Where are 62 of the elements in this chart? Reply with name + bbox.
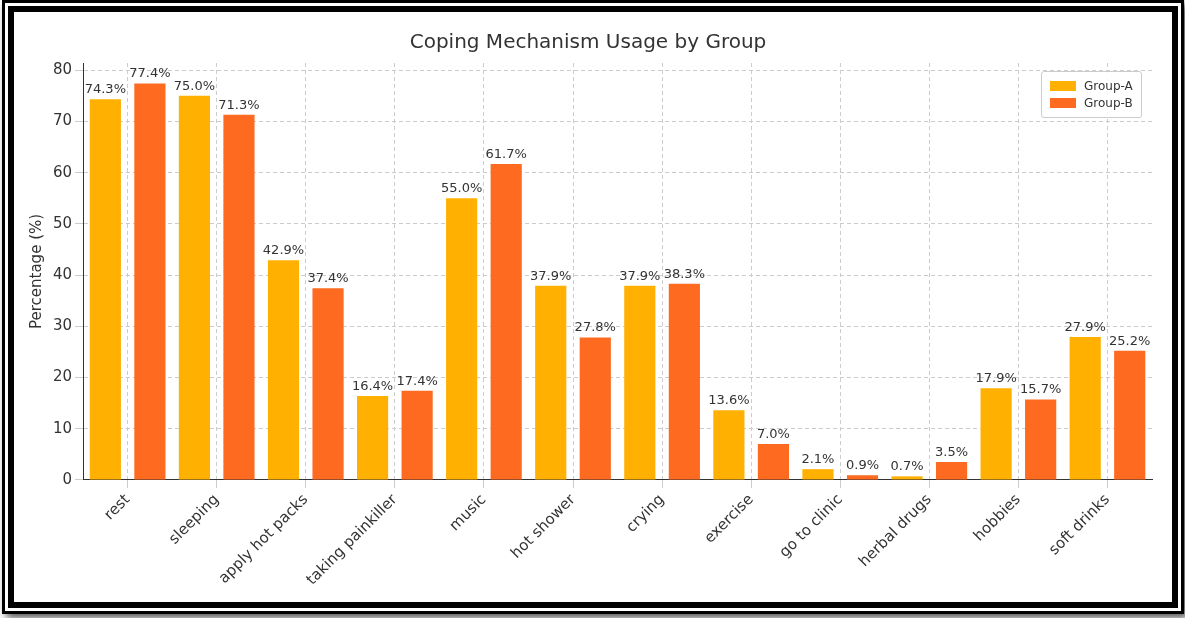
bar bbox=[802, 469, 834, 480]
bar bbox=[713, 410, 745, 480]
data-label: 77.4% bbox=[129, 65, 171, 81]
legend-label: Group-B bbox=[1084, 96, 1133, 110]
bar bbox=[312, 288, 344, 480]
data-label: 16.4% bbox=[351, 377, 394, 393]
bar bbox=[980, 388, 1012, 480]
y-tick-label: 70 bbox=[52, 111, 73, 130]
data-label: 38.3% bbox=[663, 265, 706, 281]
bar bbox=[535, 285, 567, 480]
bar bbox=[624, 285, 656, 480]
bar bbox=[89, 99, 121, 480]
y-tick-label: 80 bbox=[52, 60, 73, 79]
y-tick-label: 0 bbox=[62, 469, 73, 488]
data-label: 3.5% bbox=[935, 443, 969, 459]
x-tick-label: rest bbox=[100, 490, 134, 524]
data-label: 0.7% bbox=[890, 458, 924, 474]
data-label: 74.3% bbox=[84, 81, 127, 97]
bar bbox=[1025, 399, 1057, 480]
data-label: 61.7% bbox=[485, 145, 527, 161]
data-label: 42.9% bbox=[262, 242, 305, 258]
bar bbox=[1114, 350, 1146, 480]
bar bbox=[357, 395, 389, 480]
y-tick-label: 50 bbox=[52, 213, 73, 232]
legend-label: Group-A bbox=[1084, 79, 1133, 93]
bar bbox=[935, 462, 968, 480]
bar bbox=[579, 337, 611, 480]
data-label: 25.2% bbox=[1109, 332, 1151, 348]
bar bbox=[178, 95, 211, 480]
bar bbox=[891, 476, 923, 480]
data-label: 15.7% bbox=[1020, 381, 1062, 397]
data-label: 71.3% bbox=[218, 96, 260, 112]
bar bbox=[267, 260, 300, 480]
y-tick-label: 40 bbox=[52, 264, 73, 283]
bar bbox=[223, 114, 255, 480]
y-tick-label: 30 bbox=[52, 316, 73, 335]
y-tick-label: 60 bbox=[52, 162, 73, 181]
data-label: 37.9% bbox=[619, 267, 661, 283]
data-label: 2.1% bbox=[801, 451, 835, 467]
data-label: 27.9% bbox=[1064, 318, 1106, 334]
bar bbox=[446, 198, 478, 480]
bar bbox=[1069, 337, 1101, 480]
chart-title: Coping Mechanism Usage by Group bbox=[409, 29, 767, 54]
data-label: 17.9% bbox=[975, 370, 1017, 386]
data-label: 27.8% bbox=[574, 319, 616, 335]
y-axis-title: Percentage (%) bbox=[26, 213, 45, 330]
data-label: 0.9% bbox=[845, 457, 880, 473]
y-tick-label: 10 bbox=[52, 418, 73, 437]
data-label: 37.4% bbox=[307, 270, 349, 286]
bar bbox=[757, 444, 790, 480]
y-tick-label: 20 bbox=[52, 367, 73, 386]
data-label: 7.0% bbox=[756, 425, 790, 441]
data-label: 17.4% bbox=[396, 372, 438, 388]
data-label: 37.9% bbox=[530, 267, 572, 283]
bar bbox=[490, 163, 522, 480]
data-label: 55.0% bbox=[441, 180, 483, 196]
data-label: 75.0% bbox=[173, 77, 216, 93]
bar bbox=[846, 475, 879, 480]
bar bbox=[401, 390, 433, 480]
bar bbox=[668, 283, 700, 480]
data-label: 13.6% bbox=[708, 392, 750, 408]
bar bbox=[134, 83, 166, 480]
